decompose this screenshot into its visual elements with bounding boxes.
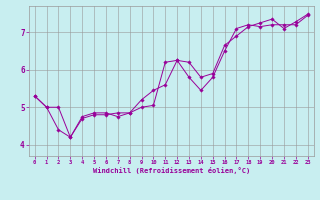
X-axis label: Windchill (Refroidissement éolien,°C): Windchill (Refroidissement éolien,°C) <box>92 167 250 174</box>
